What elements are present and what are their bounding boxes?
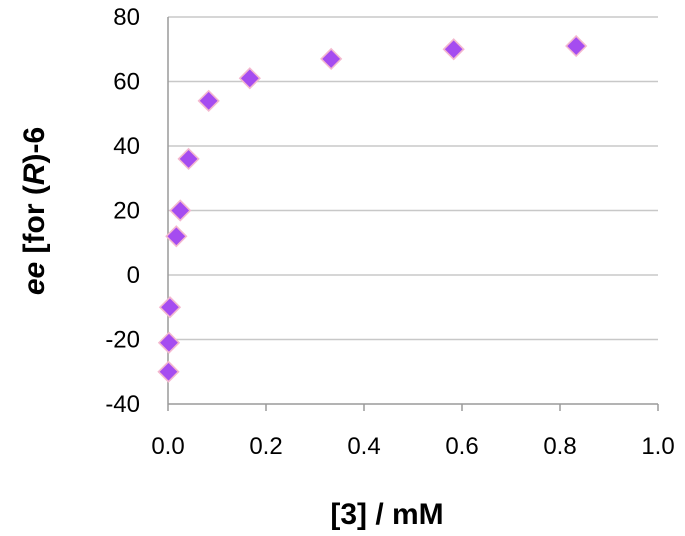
data-point [320, 47, 343, 71]
y-tick-label: 20 [113, 198, 140, 225]
x-tick-label: 1.0 [641, 433, 674, 460]
data-point [169, 199, 192, 222]
y-axis-title-for: [for ( [18, 185, 51, 262]
y-tick-label: 0 [127, 262, 140, 289]
data-point [238, 67, 261, 90]
y-axis-title-ee: ee [18, 262, 51, 295]
y-tick-label: -40 [105, 391, 140, 418]
y-tick-label: 80 [113, 4, 140, 31]
y-axis-title-6: )-6 [18, 127, 51, 164]
data-point [157, 331, 181, 354]
data-points [157, 34, 588, 383]
x-tick-label: 0.0 [151, 433, 184, 460]
x-tick-labels: 0.0 0.2 0.4 0.6 0.8 1.0 [151, 404, 675, 460]
y-axis-title: ee [for (R)-6 [18, 127, 51, 295]
data-point [165, 225, 188, 248]
x-tick-label: 0.4 [347, 433, 380, 460]
data-point [442, 38, 465, 61]
y-tick-label: -20 [105, 327, 140, 354]
data-point [158, 296, 182, 319]
data-point [157, 360, 180, 383]
x-tick-label: 0.2 [249, 433, 282, 460]
x-axis-title: [3] / mM [330, 498, 443, 531]
data-point [197, 89, 220, 112]
y-tick-label: 40 [113, 133, 140, 160]
grid-lines [168, 16, 658, 341]
x-tick-label: 0.6 [445, 433, 478, 460]
x-tick-label: 0.8 [543, 433, 576, 460]
data-point [565, 34, 588, 58]
y-tick-label: 60 [113, 69, 140, 96]
y-axis-title-r: R [18, 163, 51, 185]
y-tick-labels: 80 60 40 20 0 -20 -40 [105, 4, 140, 418]
data-point [177, 147, 200, 171]
